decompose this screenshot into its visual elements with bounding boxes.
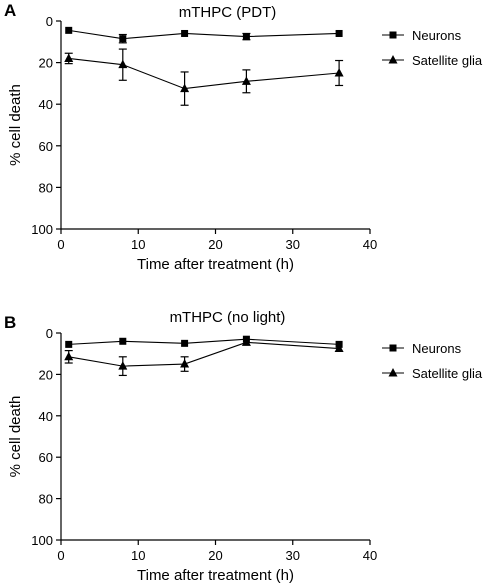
y-tick-label: 20	[39, 367, 53, 382]
data-point	[181, 339, 189, 347]
data-point	[334, 343, 344, 353]
data-point	[118, 59, 128, 69]
x-tick-label: 30	[286, 548, 300, 563]
legend-label: Neurons	[412, 28, 462, 43]
legend-marker	[388, 55, 398, 64]
x-tick-label: 0	[57, 548, 64, 563]
y-tick-label: 0	[46, 326, 53, 341]
legend-entry: Neurons	[382, 341, 462, 356]
y-axis-label: % cell death	[7, 396, 24, 478]
y-tick-label: 100	[31, 222, 53, 237]
series-line	[68, 29, 340, 40]
legend-marker	[389, 31, 397, 39]
y-tick-label: 20	[39, 56, 53, 71]
legend-label: Neurons	[412, 341, 462, 356]
data-point	[181, 29, 189, 37]
data-point	[65, 340, 73, 348]
data-point	[241, 337, 251, 346]
y-tick-label: 0	[46, 14, 53, 29]
y-tick-label: 60	[39, 450, 53, 465]
panel-label: A	[4, 1, 16, 20]
data-point	[119, 337, 127, 345]
data-point	[242, 33, 250, 41]
chart-title: mTHPC (no light)	[170, 309, 286, 326]
y-tick-label: 100	[31, 533, 53, 548]
data-point	[119, 35, 127, 43]
x-tick-label: 20	[208, 237, 222, 252]
y-axis-label: % cell death	[7, 84, 24, 166]
data-point	[180, 83, 190, 93]
legend-entry: Neurons	[382, 28, 462, 43]
series-line	[68, 341, 340, 367]
legend-marker	[389, 344, 397, 352]
series-neurons	[65, 26, 343, 44]
legend-entry: Satellite glia	[382, 53, 483, 68]
x-tick-label: 40	[363, 237, 377, 252]
panel-label: B	[4, 313, 16, 332]
y-tick-label: 80	[39, 492, 53, 507]
y-tick-label: 60	[39, 139, 53, 154]
series-line	[68, 57, 340, 90]
y-tick-label: 40	[39, 97, 53, 112]
y-tick-label: 80	[39, 180, 53, 195]
data-point	[118, 361, 128, 370]
series-satellite-glia	[64, 48, 344, 106]
legend-marker	[388, 368, 398, 377]
chart-title: mTHPC (PDT)	[179, 4, 277, 21]
x-tick-label: 0	[57, 237, 64, 252]
x-axis-label: Time after treatment (h)	[137, 567, 294, 584]
legend-label: Satellite glia	[412, 53, 483, 68]
legend-entry: Satellite glia	[382, 366, 483, 381]
x-tick-label: 20	[208, 548, 222, 563]
data-point	[335, 29, 343, 37]
legend-label: Satellite glia	[412, 366, 483, 381]
data-point	[64, 351, 74, 361]
x-axis-label: Time after treatment (h)	[137, 256, 294, 273]
data-point	[180, 359, 190, 368]
data-point	[334, 68, 344, 77]
y-tick-label: 40	[39, 409, 53, 424]
data-point	[64, 53, 74, 62]
x-tick-label: 10	[131, 237, 145, 252]
series-satellite-glia	[64, 337, 344, 377]
series-line	[68, 338, 340, 345]
x-tick-label: 30	[286, 237, 300, 252]
x-tick-label: 40	[363, 548, 377, 563]
x-tick-label: 10	[131, 548, 145, 563]
data-point	[241, 76, 251, 85]
data-point	[65, 26, 73, 34]
